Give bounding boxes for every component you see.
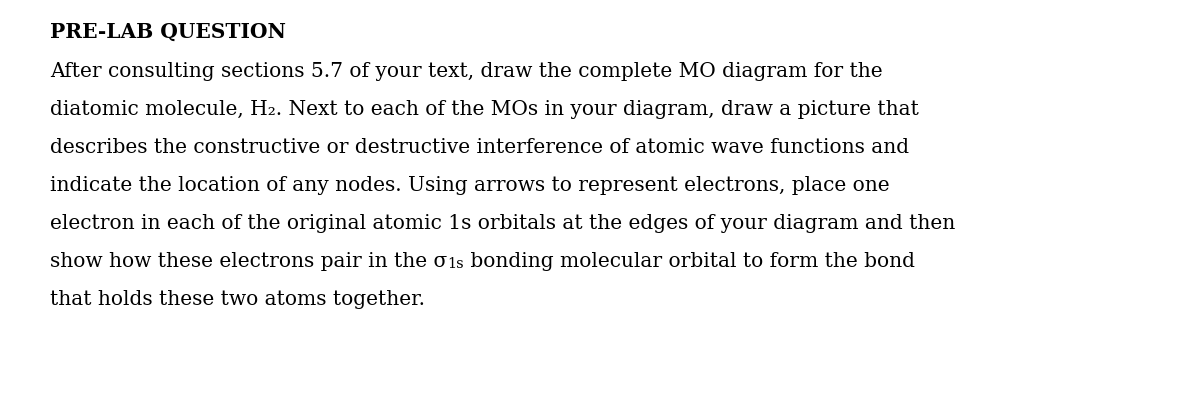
Text: PRE-LAB QUESTION: PRE-LAB QUESTION	[50, 22, 286, 42]
Text: After consulting sections 5.7 of your text, draw the complete MO diagram for the: After consulting sections 5.7 of your te…	[50, 62, 883, 81]
Text: show how these electrons pair in the σ: show how these electrons pair in the σ	[50, 252, 448, 271]
Text: that holds these two atoms together.: that holds these two atoms together.	[50, 290, 425, 309]
Text: electron in each of the original atomic 1s orbitals at the edges of your diagram: electron in each of the original atomic …	[50, 214, 955, 233]
Text: bonding molecular orbital to form the bond: bonding molecular orbital to form the bo…	[464, 252, 914, 271]
Text: indicate the location of any nodes. Using arrows to represent electrons, place o: indicate the location of any nodes. Usin…	[50, 176, 889, 195]
Text: diatomic molecule, H₂. Next to each of the MOs in your diagram, draw a picture t: diatomic molecule, H₂. Next to each of t…	[50, 100, 919, 119]
Text: describes the constructive or destructive interference of atomic wave functions : describes the constructive or destructiv…	[50, 138, 910, 157]
Text: 1s: 1s	[448, 257, 464, 271]
